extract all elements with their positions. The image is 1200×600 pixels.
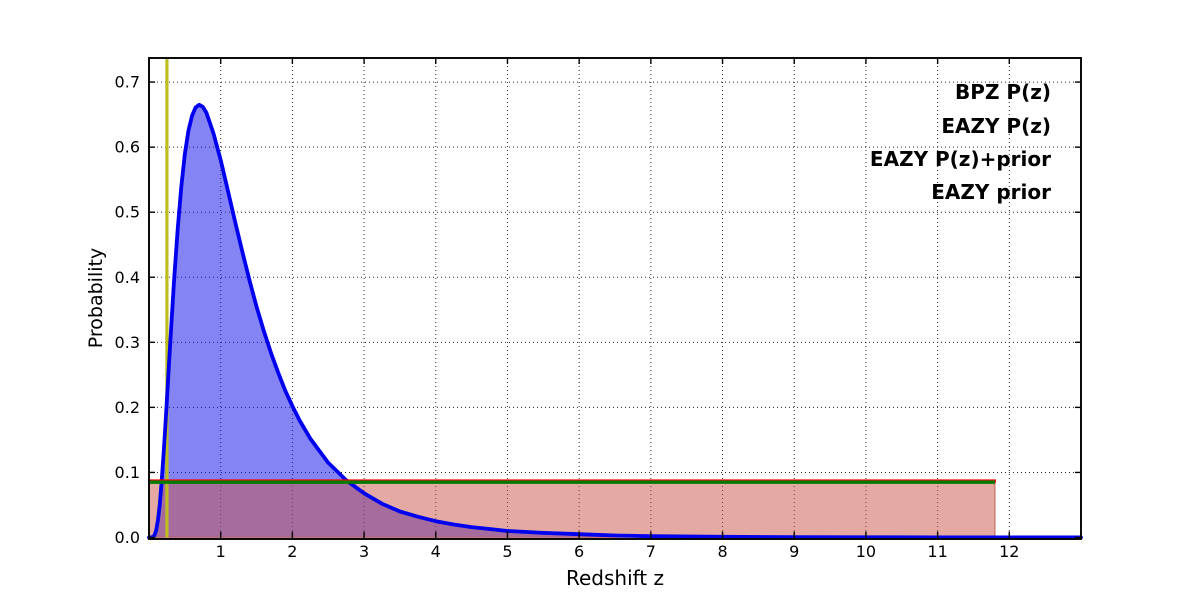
series-fills (148, 104, 1081, 539)
x-axis-label: Redshift z (566, 566, 664, 590)
y-tick-label: 0.1 (115, 463, 140, 482)
x-tick-label: 5 (502, 542, 512, 561)
legend-label-eazy-prior: EAZY prior (931, 180, 1051, 204)
y-tick-label: 0.4 (115, 268, 140, 287)
x-tick-label: 12 (999, 542, 1019, 561)
x-tick-label: 6 (574, 542, 584, 561)
x-tick-label: 11 (927, 542, 947, 561)
legend: BPZ P(z) EAZY P(z) EAZY P(z)+prior EAZY pri… (870, 80, 1051, 204)
legend-label-eazy-pz: EAZY P(z) (941, 114, 1051, 138)
y-tick-label: 0.5 (115, 203, 140, 222)
x-tick-label: 9 (789, 542, 799, 561)
x-tick-label: 3 (359, 542, 369, 561)
x-tick-label: 7 (646, 542, 656, 561)
x-tick-label: 10 (856, 542, 876, 561)
eazy-pz-box-fill (148, 481, 996, 539)
x-tick-label: 8 (717, 542, 727, 561)
legend-label-eazy-pz-prior: EAZY P(z)+prior (870, 147, 1051, 171)
y-tick-label: 0.7 (115, 73, 140, 92)
y-tick-label: 0.0 (115, 528, 140, 547)
gridlines (149, 58, 1081, 538)
y-axis-label: Probability (85, 248, 107, 348)
y-tick-label: 0.2 (115, 398, 140, 417)
legend-label-bpz-pz: BPZ P(z) (955, 80, 1051, 104)
tick-labels: 1 2 3 4 5 6 7 8 9 10 11 120.00.10.20.30.40.50.60.7 (115, 73, 1020, 561)
y-tick-label: 0.6 (115, 138, 140, 157)
x-tick-label: 1 (216, 542, 226, 561)
x-tick-label: 2 (287, 542, 297, 561)
axes-spines-ticks (148, 57, 1082, 540)
bpz-pz-curve (147, 102, 1083, 540)
plot-border (148, 57, 1082, 540)
x-tick-label: 4 (431, 542, 441, 561)
y-tick-label: 0.3 (115, 333, 140, 352)
series-lines (147, 58, 1083, 540)
